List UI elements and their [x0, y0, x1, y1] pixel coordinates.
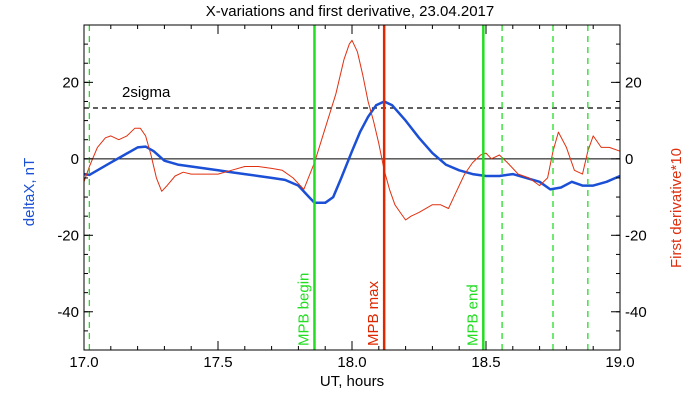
x-axis: 17.0 17.5 18.0 18.5 19.0	[69, 25, 635, 371]
series-line-derivative	[83, 39, 621, 221]
x-tick-label-0: 17.0	[69, 354, 98, 371]
plot-frame	[83, 24, 621, 351]
x-tick-label-4: 19.0	[605, 354, 634, 371]
threshold-label: 2sigma	[122, 84, 171, 101]
y-axis-label-right: First derivative*10	[668, 148, 685, 268]
marker-label-1: MPB begin	[295, 273, 312, 346]
series-line-deltax	[83, 100, 621, 205]
y-axis-right: 20 0 -20 -40	[611, 43, 647, 332]
x-tick-label-2: 18.0	[337, 354, 366, 371]
y-tick-label-left-0: 20	[62, 74, 79, 91]
x-tick-label-3: 18.5	[471, 354, 500, 371]
y-tick-label-right-0: 20	[625, 74, 642, 91]
y-axis-label-left: deltaX, nT	[21, 158, 38, 226]
marker-label-3: MPB end	[464, 284, 481, 346]
marker-label-2: MPB max	[365, 280, 382, 346]
y-tick-label-right-2: -20	[625, 227, 647, 244]
y-tick-label-left-1: 0	[71, 151, 79, 168]
y-tick-label-right-3: -40	[625, 304, 647, 321]
chart-title: X-variations and first derivative, 23.04…	[206, 3, 495, 20]
y-tick-label-right-1: 0	[625, 151, 633, 168]
y-axis-left: 20 0 -20 -40	[57, 43, 93, 332]
x-tick-label-1: 17.5	[203, 354, 232, 371]
plot-area: MPB begin MPB max MPB end	[83, 25, 621, 350]
y-tick-label-left-2: -20	[57, 227, 79, 244]
x-axis-label: UT, hours	[320, 373, 384, 390]
y-tick-label-left-3: -40	[57, 304, 79, 321]
